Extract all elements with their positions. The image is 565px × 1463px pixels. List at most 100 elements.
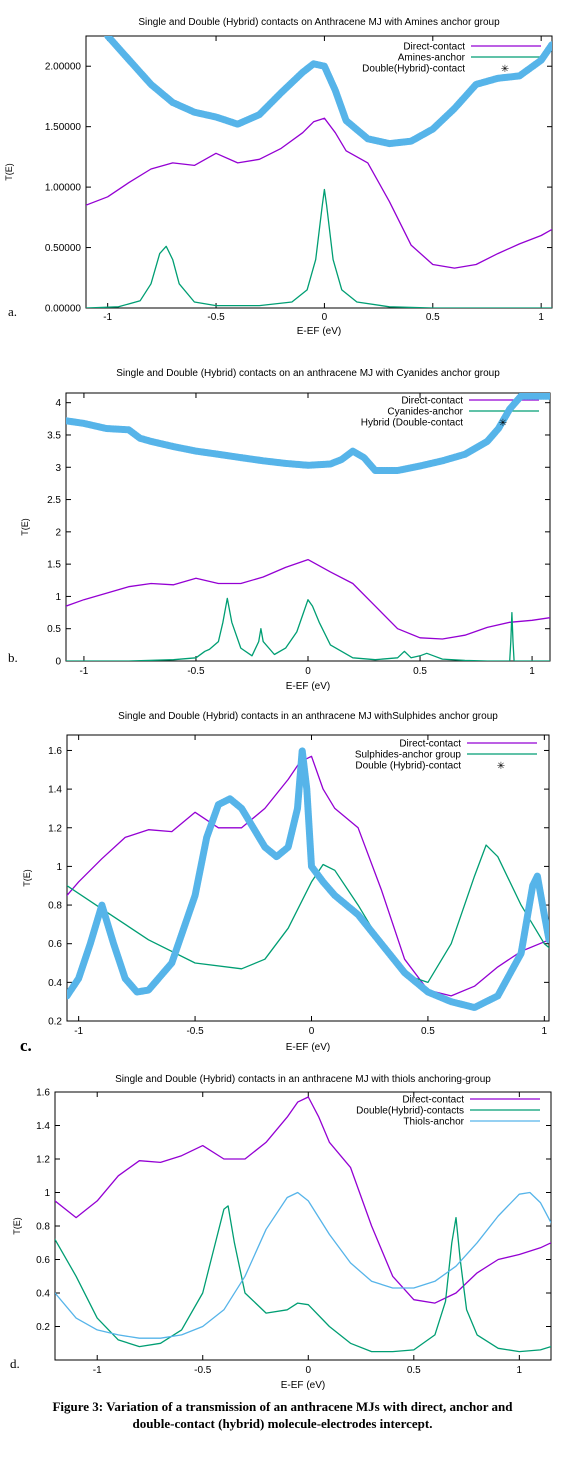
panel-label-a: a. — [8, 304, 18, 319]
y-tick-label: 1.00000 — [45, 183, 82, 194]
y-tick-label: 1.6 — [48, 746, 62, 757]
chart-title: Single and Double (Hybrid) contacts on a… — [116, 368, 500, 379]
x-tick-label: 0 — [305, 1365, 311, 1376]
x-tick-label: 0 — [322, 312, 328, 323]
chart-a: Single and Double (Hybrid) contacts on A… — [4, 17, 553, 337]
x-tick-label: 1 — [529, 666, 535, 677]
panel-c: Single and Double (Hybrid) contacts in a… — [0, 700, 565, 1060]
figure-caption: Figure 3: Variation of a transmission of… — [0, 1398, 565, 1432]
plot-frame — [85, 35, 553, 309]
x-tick-label: 0 — [309, 1026, 315, 1037]
y-tick-label: 0.6 — [36, 1255, 50, 1266]
legend-label: Thiols-anchor — [403, 1117, 464, 1128]
panel-label-b: b. — [8, 650, 18, 665]
y-tick-label: 0.8 — [48, 901, 62, 912]
legend-marker: ✳ — [499, 418, 507, 429]
y-tick-label: 0.2 — [48, 1017, 62, 1028]
y-tick-label: 1.5 — [47, 560, 61, 571]
x-tick-label: 0 — [305, 666, 311, 677]
x-tick-label: 0.5 — [421, 1026, 435, 1037]
x-axis-label: E-EF (eV) — [286, 681, 330, 692]
panel-a: Single and Double (Hybrid) contacts on A… — [0, 0, 565, 345]
y-tick-label: 3.5 — [47, 430, 61, 441]
x-tick-label: 1 — [542, 1026, 548, 1037]
x-tick-label: 0.5 — [426, 312, 440, 323]
x-tick-label: -0.5 — [187, 666, 205, 677]
legend-label: Double (Hybrid)-contact — [355, 761, 461, 772]
x-tick-label: 0.5 — [413, 666, 427, 677]
series-line-3 — [104, 36, 552, 148]
y-tick-label: 1 — [44, 1188, 50, 1199]
x-tick-label: 0.5 — [407, 1365, 421, 1376]
legend-marker: ✳ — [497, 761, 505, 772]
chart-title: Single and Double (Hybrid) contacts in a… — [115, 1074, 491, 1085]
series-line-1 — [86, 117, 552, 269]
series-line-2 — [66, 597, 550, 661]
x-tick-label: 1 — [538, 312, 544, 323]
y-tick-label: 4 — [55, 398, 61, 409]
series-line-1 — [55, 1096, 551, 1304]
series-line-2 — [55, 1205, 551, 1353]
series-line-3 — [66, 393, 550, 474]
x-tick-label: -0.5 — [194, 1365, 212, 1376]
y-axis-label: T(E) — [22, 869, 32, 887]
series-line-1 — [66, 558, 550, 640]
panel-label-c: c. — [20, 1036, 32, 1055]
y-tick-label: 1.4 — [48, 785, 62, 796]
y-axis-label: T(E) — [12, 1217, 22, 1235]
x-axis-label: E-EF (eV) — [281, 1380, 325, 1391]
legend-label: Hybrid (Double-contact — [361, 418, 463, 429]
legend-label: Direct-contact — [402, 1095, 464, 1106]
x-tick-label: 1 — [517, 1365, 523, 1376]
y-tick-label: 3 — [55, 463, 61, 474]
series-line-2 — [67, 844, 549, 984]
x-tick-label: -1 — [74, 1026, 83, 1037]
y-tick-label: 1.6 — [36, 1088, 50, 1099]
legend-label: Sulphides-anchor group — [355, 750, 462, 761]
y-tick-label: 1.4 — [36, 1121, 50, 1132]
chart-c: Single and Double (Hybrid) contacts in a… — [22, 711, 550, 1053]
x-tick-label: -0.5 — [207, 312, 225, 323]
y-tick-label: 1.50000 — [45, 122, 82, 133]
plot-frame — [66, 734, 550, 1022]
x-tick-label: -0.5 — [186, 1026, 204, 1037]
x-tick-label: -1 — [93, 1365, 102, 1376]
y-tick-label: 0 — [55, 657, 61, 668]
y-tick-label: 0.4 — [48, 978, 62, 989]
y-tick-label: 2 — [55, 527, 61, 538]
y-tick-label: 0.4 — [36, 1289, 50, 1300]
x-axis-label: E-EF (eV) — [286, 1042, 330, 1053]
y-tick-label: 1.2 — [36, 1155, 50, 1166]
caption-line-1: Figure 3: Variation of a transmission of… — [52, 1399, 513, 1414]
chart-b: Single and Double (Hybrid) contacts on a… — [20, 368, 551, 692]
x-tick-label: -1 — [103, 312, 112, 323]
chart-title: Single and Double (Hybrid) contacts in a… — [118, 711, 498, 722]
y-tick-label: 0.00000 — [45, 304, 82, 315]
legend-label: Double(Hybrid)-contact — [362, 64, 465, 75]
x-axis-label: E-EF (eV) — [297, 326, 341, 337]
series-line-3 — [55, 1191, 551, 1339]
series-line-3 — [67, 747, 549, 1011]
legend-label: Amines-anchor — [398, 53, 466, 64]
y-tick-label: 0.6 — [48, 939, 62, 950]
y-tick-label: 1.2 — [48, 823, 62, 834]
y-tick-label: 1 — [56, 862, 62, 873]
y-tick-label: 0.2 — [36, 1322, 50, 1333]
series-line-1 — [67, 755, 549, 997]
panel-d: Single and Double (Hybrid) contacts in a… — [0, 1062, 565, 1392]
legend-marker: ✳ — [501, 64, 509, 75]
y-tick-label: 0.8 — [36, 1222, 50, 1233]
y-tick-label: 0.50000 — [45, 243, 82, 254]
legend-label: Cyanides-anchor — [387, 407, 463, 418]
chart-title: Single and Double (Hybrid) contacts on A… — [138, 17, 500, 28]
legend-label: Direct-contact — [399, 739, 461, 750]
legend-label: Direct-contact — [403, 42, 465, 53]
panel-b: Single and Double (Hybrid) contacts on a… — [0, 352, 565, 692]
caption-line-2: double-contact (hybrid) molecule-electro… — [132, 1416, 433, 1431]
legend-label: Direct-contact — [401, 396, 463, 407]
y-axis-label: T(E) — [20, 518, 30, 536]
legend-label: Double(Hybrid)-contacts — [356, 1106, 464, 1117]
plot-frame — [54, 1091, 552, 1361]
series-line-2 — [86, 188, 552, 308]
chart-d: Single and Double (Hybrid) contacts in a… — [12, 1074, 552, 1391]
